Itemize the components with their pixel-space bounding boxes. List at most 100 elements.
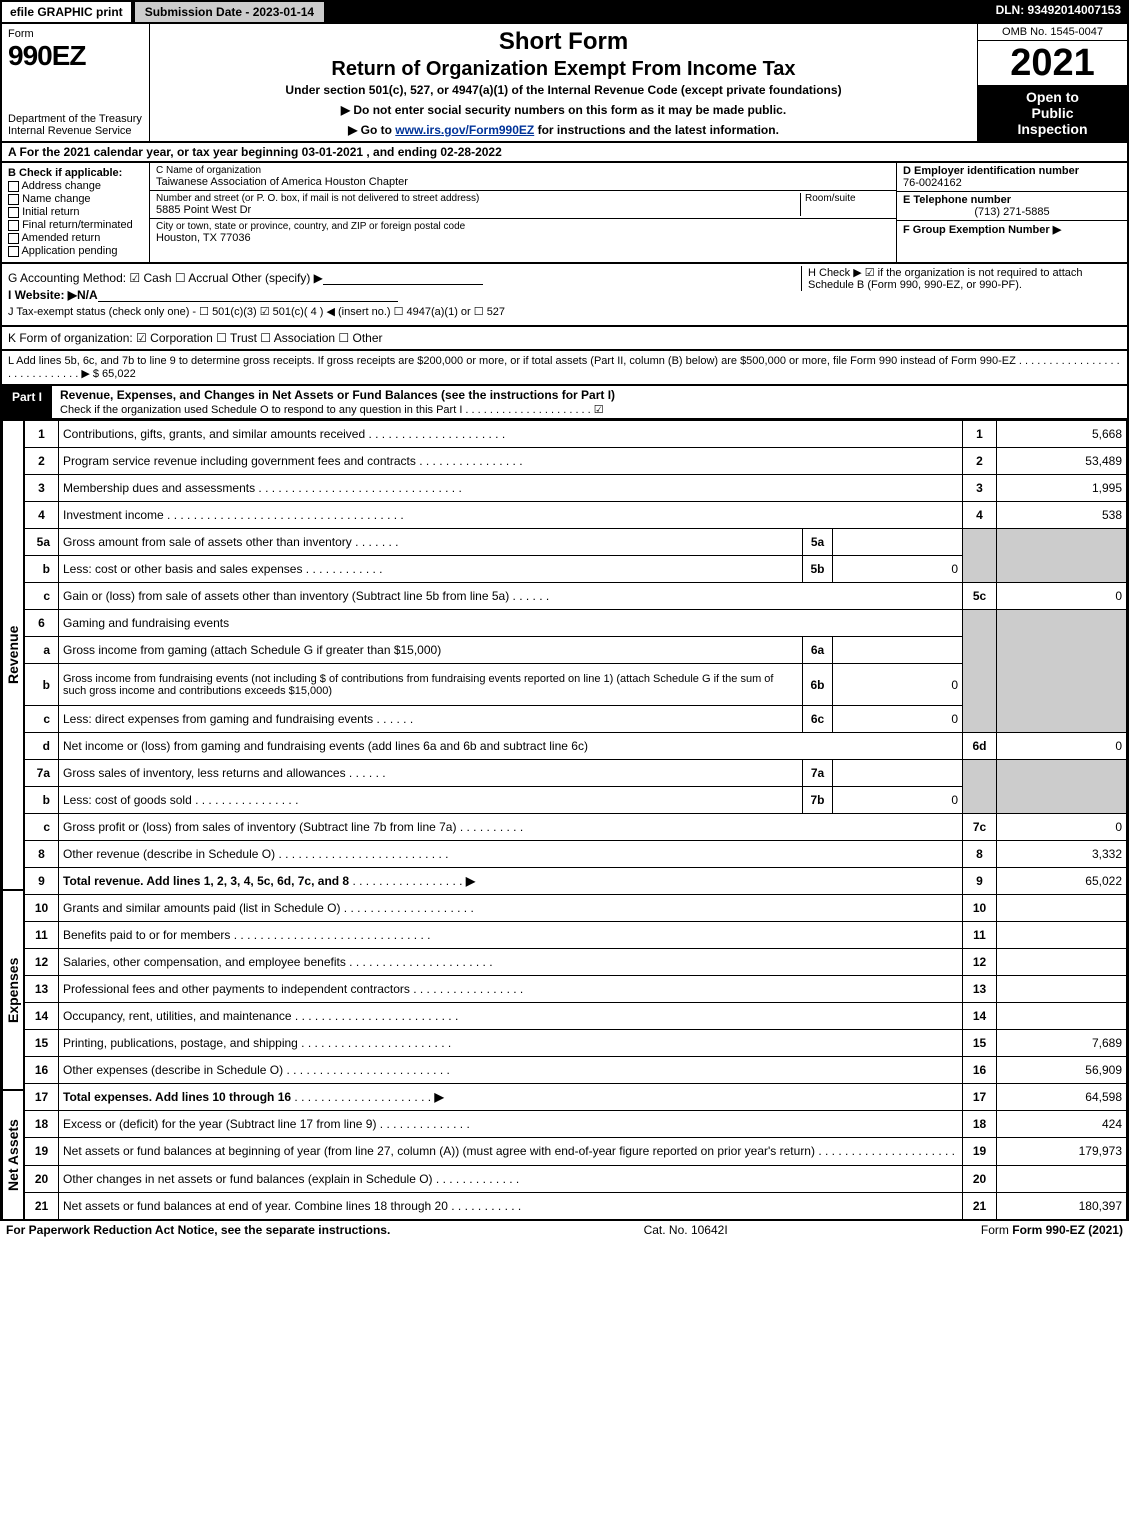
chk-final[interactable]: Final return/terminated [8, 219, 143, 231]
chk-address-label: Address change [21, 180, 101, 192]
insp-2: Public [982, 105, 1123, 121]
line-6d: dNet income or (loss) from gaming and fu… [25, 732, 1127, 759]
l5b-sub: 5b [803, 556, 833, 583]
G-text: G Accounting Method: ☑ Cash ☐ Accrual Ot… [8, 271, 323, 285]
spacer [326, 0, 987, 24]
line-5a: 5aGross amount from sale of assets other… [25, 529, 1127, 556]
l6c-subv: 0 [833, 705, 963, 732]
l1-ln: 1 [963, 421, 997, 448]
line-16: 16Other expenses (describe in Schedule O… [25, 1057, 1127, 1084]
l20-n: 20 [25, 1165, 59, 1192]
line-6b: bGross income from fundraising events (n… [25, 664, 1127, 705]
l10-n: 10 [25, 895, 59, 922]
chk-final-label: Final return/terminated [22, 219, 133, 231]
cell-D: D Employer identification number 76-0024… [897, 163, 1127, 192]
line-1: 1 Contributions, gifts, grants, and simil… [25, 421, 1127, 448]
l17-n: 17 [25, 1084, 59, 1111]
part1-check: Check if the organization used Schedule … [60, 404, 604, 416]
l8-d: Other revenue (describe in Schedule O) [63, 847, 275, 861]
l7b-subv: 0 [833, 786, 963, 813]
line-6: 6Gaming and fundraising events [25, 610, 1127, 637]
l13-v [997, 976, 1127, 1003]
side-netassets: Net Assets [2, 1090, 24, 1220]
line-4: 4Investment income . . . . . . . . . . .… [25, 502, 1127, 529]
l3-n: 3 [25, 475, 59, 502]
l6d-v: 0 [997, 732, 1127, 759]
shade-7v [997, 759, 1127, 813]
cell-E: E Telephone number (713) 271-5885 [897, 192, 1127, 221]
cell-street: Number and street (or P. O. box, if mail… [150, 191, 896, 219]
l18-d: Excess or (deficit) for the year (Subtra… [63, 1117, 376, 1131]
shade-5 [963, 529, 997, 583]
lines-table: 1 Contributions, gifts, grants, and simil… [24, 420, 1127, 1220]
l18-n: 18 [25, 1111, 59, 1138]
line-5c: c Gain or (loss) from sale of assets othe… [25, 583, 1127, 610]
chk-name-label: Name change [22, 193, 91, 205]
l1-v: 5,668 [997, 421, 1127, 448]
l15-n: 15 [25, 1030, 59, 1057]
part1-title: Revenue, Expenses, and Changes in Net As… [60, 388, 615, 402]
G-blank [323, 273, 483, 285]
l5c-d: Gain or (loss) from sale of assets other… [63, 589, 509, 603]
l15-ln: 15 [963, 1030, 997, 1057]
l5c-n: c [25, 583, 59, 610]
l2-v: 53,489 [997, 448, 1127, 475]
line-12: 12Salaries, other compensation, and empl… [25, 949, 1127, 976]
l13-d: Professional fees and other payments to … [63, 982, 410, 996]
l3-ln: 3 [963, 475, 997, 502]
header-right: OMB No. 1545-0047 2021 Open to Public In… [977, 24, 1127, 141]
line-17: 17 Total expenses. Add lines 10 through 1… [25, 1084, 1127, 1111]
chk-initial-label: Initial return [22, 206, 79, 218]
line-9: 9Total revenue. Add lines 1, 2, 3, 4, 5c… [25, 868, 1127, 895]
l17-d: Total expenses. Add lines 10 through 16 [63, 1090, 291, 1104]
submission-date: Submission Date - 2023-01-14 [133, 0, 326, 24]
subtitle: Under section 501(c), 527, or 4947(a)(1)… [285, 83, 841, 97]
l16-d: Other expenses (describe in Schedule O) [63, 1063, 283, 1077]
l6d-d: Net income or (loss) from gaming and fun… [59, 732, 963, 759]
l21-n: 21 [25, 1192, 59, 1219]
l9-v: 65,022 [997, 868, 1127, 895]
l7c-d: Gross profit or (loss) from sales of inv… [63, 820, 456, 834]
line-2: 2Program service revenue including gover… [25, 448, 1127, 475]
chk-initial[interactable]: Initial return [8, 206, 143, 218]
l3-d: Membership dues and assessments [63, 481, 255, 495]
l1-d: Contributions, gifts, grants, and simila… [63, 427, 365, 441]
l12-v [997, 949, 1127, 976]
part1-label: Part I [2, 386, 52, 418]
instr-link: ▶ Go to www.irs.gov/Form990EZ for instru… [348, 123, 779, 137]
l7c-n: c [25, 813, 59, 840]
chk-app-pending[interactable]: Application pending [8, 245, 143, 257]
l19-n: 19 [25, 1138, 59, 1165]
l16-v: 56,909 [997, 1057, 1127, 1084]
l20-ln: 20 [963, 1165, 997, 1192]
l14-v [997, 1003, 1127, 1030]
l1-n: 1 [25, 421, 59, 448]
side-labels: Revenue Expenses Net Assets [2, 420, 24, 1220]
l4-ln: 4 [963, 502, 997, 529]
form-label: Form [8, 28, 143, 40]
l7a-d: Gross sales of inventory, less returns a… [63, 766, 346, 780]
l11-ln: 11 [963, 922, 997, 949]
l15-d: Printing, publications, postage, and shi… [63, 1036, 298, 1050]
chk-address[interactable]: Address change [8, 180, 143, 192]
l5a-sub: 5a [803, 529, 833, 556]
l3-v: 1,995 [997, 475, 1127, 502]
form-header: Form 990EZ Department of the Treasury In… [0, 24, 1129, 143]
header-mid: Short Form Return of Organization Exempt… [150, 24, 977, 141]
chk-name[interactable]: Name change [8, 193, 143, 205]
col-B: B Check if applicable: Address change Na… [2, 163, 150, 262]
l6-d: Gaming and fundraising events [59, 610, 963, 637]
tax-year: 2021 [978, 41, 1127, 85]
block-BCDEF: B Check if applicable: Address change Na… [0, 163, 1129, 264]
col-DE: D Employer identification number 76-0024… [897, 163, 1127, 262]
l13-n: 13 [25, 976, 59, 1003]
main-grid: Revenue Expenses Net Assets 1 Contributio… [0, 420, 1129, 1220]
line-21: 21Net assets or fund balances at end of … [25, 1192, 1127, 1219]
chk-amended[interactable]: Amended return [8, 232, 143, 244]
irs-link[interactable]: www.irs.gov/Form990EZ [395, 123, 534, 137]
I-blank [98, 290, 398, 302]
dln-label: DLN: 93492014007153 [988, 0, 1129, 24]
l6b-sub: 6b [803, 664, 833, 705]
line-19: 19Net assets or fund balances at beginni… [25, 1138, 1127, 1165]
l10-v [997, 895, 1127, 922]
